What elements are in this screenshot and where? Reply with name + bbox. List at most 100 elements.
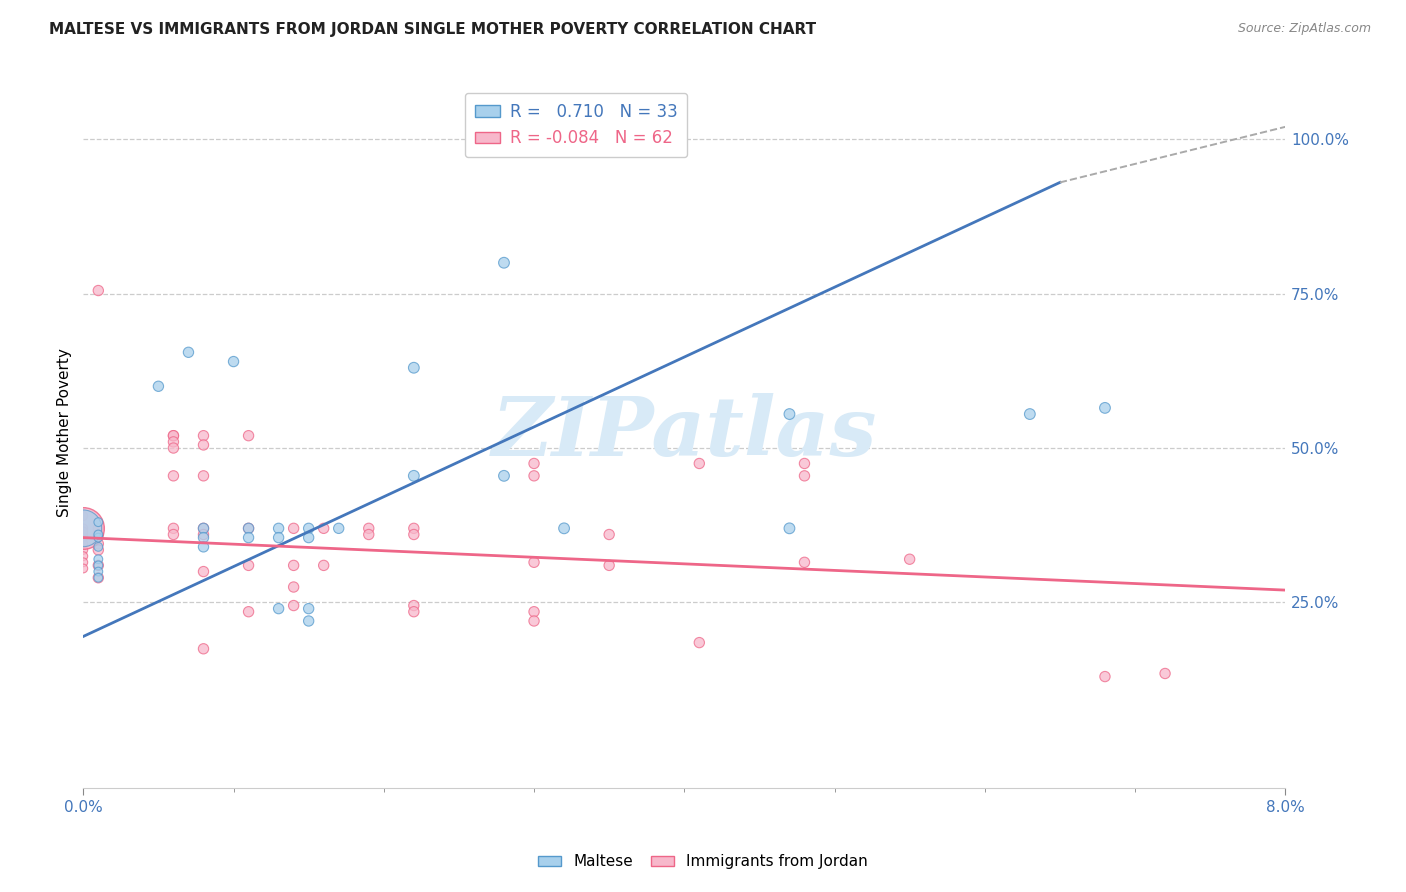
Point xyxy=(778,521,800,535)
Point xyxy=(193,641,215,656)
Point xyxy=(162,428,184,442)
Point xyxy=(598,558,620,573)
Point xyxy=(267,601,290,615)
Point xyxy=(193,428,215,442)
Point xyxy=(72,524,94,539)
Point xyxy=(492,256,515,270)
Point xyxy=(87,571,110,585)
Point xyxy=(312,521,335,535)
Point xyxy=(283,580,305,594)
Point xyxy=(72,537,94,551)
Text: ZIPatlas: ZIPatlas xyxy=(492,392,877,473)
Point xyxy=(357,521,380,535)
Point xyxy=(402,527,425,541)
Point xyxy=(283,521,305,535)
Point xyxy=(793,555,815,569)
Point xyxy=(283,558,305,573)
Point xyxy=(1094,669,1116,683)
Point xyxy=(328,521,350,535)
Point xyxy=(402,599,425,613)
Point xyxy=(523,555,546,569)
Point xyxy=(523,614,546,628)
Point xyxy=(162,434,184,449)
Point xyxy=(793,468,815,483)
Point xyxy=(402,521,425,535)
Point xyxy=(87,565,110,579)
Point xyxy=(177,345,200,359)
Point xyxy=(193,540,215,554)
Point xyxy=(87,552,110,566)
Point xyxy=(238,521,260,535)
Point xyxy=(1018,407,1040,421)
Point xyxy=(87,558,110,573)
Point xyxy=(87,531,110,545)
Point xyxy=(238,605,260,619)
Point xyxy=(72,543,94,558)
Point xyxy=(193,527,215,541)
Point xyxy=(193,521,215,535)
Point xyxy=(553,521,575,535)
Point xyxy=(87,521,110,535)
Point xyxy=(162,521,184,535)
Point xyxy=(72,521,94,535)
Point xyxy=(87,540,110,554)
Point xyxy=(72,521,94,535)
Point xyxy=(238,558,260,573)
Point xyxy=(87,284,110,298)
Point xyxy=(87,543,110,558)
Point xyxy=(193,565,215,579)
Point xyxy=(402,468,425,483)
Point xyxy=(793,457,815,471)
Point xyxy=(162,441,184,455)
Point xyxy=(87,527,110,541)
Point xyxy=(162,428,184,442)
Point xyxy=(523,468,546,483)
Point xyxy=(298,601,321,615)
Point xyxy=(267,521,290,535)
Point xyxy=(87,571,110,585)
Point xyxy=(72,555,94,569)
Point xyxy=(402,360,425,375)
Point xyxy=(87,537,110,551)
Legend: Maltese, Immigrants from Jordan: Maltese, Immigrants from Jordan xyxy=(531,848,875,875)
Point xyxy=(298,531,321,545)
Point xyxy=(688,457,710,471)
Point xyxy=(492,468,515,483)
Point xyxy=(238,531,260,545)
Point xyxy=(312,558,335,573)
Point xyxy=(193,521,215,535)
Point xyxy=(402,605,425,619)
Point xyxy=(1154,666,1177,681)
Point xyxy=(72,508,94,523)
Point xyxy=(162,468,184,483)
Point xyxy=(688,635,710,649)
Text: Source: ZipAtlas.com: Source: ZipAtlas.com xyxy=(1237,22,1371,36)
Point xyxy=(87,527,110,541)
Point xyxy=(298,614,321,628)
Point xyxy=(238,428,260,442)
Point xyxy=(72,521,94,535)
Point xyxy=(87,558,110,573)
Point xyxy=(267,531,290,545)
Y-axis label: Single Mother Poverty: Single Mother Poverty xyxy=(58,348,72,517)
Point xyxy=(72,549,94,563)
Point xyxy=(238,521,260,535)
Point xyxy=(193,438,215,452)
Point xyxy=(898,552,921,566)
Point xyxy=(162,527,184,541)
Point xyxy=(72,561,94,575)
Point xyxy=(523,605,546,619)
Point xyxy=(193,531,215,545)
Point xyxy=(148,379,170,393)
Point xyxy=(357,527,380,541)
Point xyxy=(598,527,620,541)
Point xyxy=(193,468,215,483)
Point xyxy=(283,599,305,613)
Point xyxy=(72,531,94,545)
Point xyxy=(778,407,800,421)
Legend: R =   0.710   N = 33, R = -0.084   N = 62: R = 0.710 N = 33, R = -0.084 N = 62 xyxy=(465,93,688,157)
Text: MALTESE VS IMMIGRANTS FROM JORDAN SINGLE MOTHER POVERTY CORRELATION CHART: MALTESE VS IMMIGRANTS FROM JORDAN SINGLE… xyxy=(49,22,817,37)
Point xyxy=(87,515,110,529)
Point xyxy=(298,521,321,535)
Point xyxy=(1094,401,1116,415)
